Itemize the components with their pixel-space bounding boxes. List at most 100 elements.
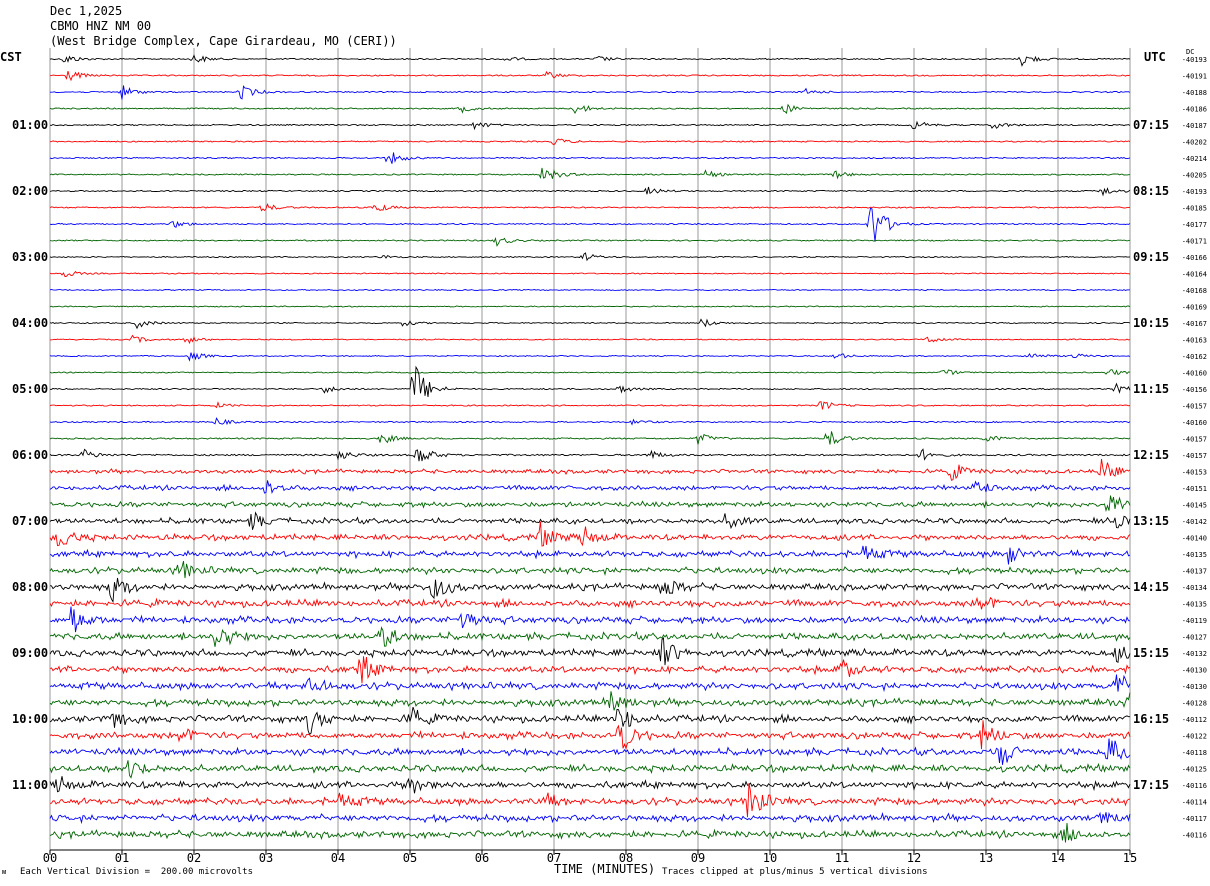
dc-offset-3: -40186 — [1182, 106, 1207, 114]
trace-row-1 — [49, 70, 1131, 82]
trace-row-44 — [49, 776, 1131, 794]
left-time-labels: 01:00 02:00 03:00 04:00 05:00 06:00 07:00 08:00… — [12, 118, 48, 792]
dc-offset-2: -40188 — [1182, 89, 1207, 97]
trace-row-34 — [49, 606, 1131, 633]
x-tick-label-9: 09 — [691, 851, 705, 865]
trace-row-19 — [49, 369, 1131, 376]
trace-row-9 — [49, 202, 1131, 212]
dc-offset-7: -40205 — [1182, 172, 1207, 180]
dc-offset-22: -40160 — [1182, 419, 1207, 427]
trace-row-47 — [49, 822, 1131, 843]
right-time-label-2: 09:15 — [1133, 250, 1169, 264]
dc-offset-23: -40157 — [1182, 436, 1207, 444]
dc-offset-32: -40134 — [1182, 584, 1207, 592]
dc-offset-39: -40128 — [1182, 700, 1207, 708]
trace-row-43 — [49, 760, 1131, 779]
left-time-label-8: 09:00 — [12, 646, 48, 660]
x-tick-label-6: 06 — [475, 851, 489, 865]
scale-note: Each Vertical Division = 200.00 microvol… — [20, 867, 253, 877]
dc-offset-13: -40164 — [1182, 271, 1207, 279]
dc-offset-10: -40177 — [1182, 221, 1207, 229]
trace-row-5 — [49, 138, 1131, 146]
dc-offset-labels: -40193 -40191 -40188 -40186 -40187 -40202 -402… — [1182, 56, 1207, 840]
right-time-label-10: 17:15 — [1133, 778, 1169, 792]
trace-row-21 — [49, 401, 1131, 410]
right-time-label-0: 07:15 — [1133, 118, 1169, 132]
dc-offset-0: -40193 — [1182, 56, 1207, 64]
dc-offset-12: -40166 — [1182, 254, 1207, 262]
trace-row-38 — [49, 674, 1131, 693]
dc-offset-1: -40191 — [1182, 73, 1207, 81]
header-station: CBMO HNZ NM 00 — [50, 19, 152, 33]
trace-row-4 — [49, 120, 1131, 131]
dc-offset-18: -40162 — [1182, 353, 1207, 361]
dc-offset-21: -40157 — [1182, 403, 1207, 411]
x-axis-ticks: 00 01 02 03 04 05 06 07 08 09 10 11 12 13 14 15 — [43, 850, 1137, 865]
dc-offset-34: -40119 — [1182, 617, 1207, 625]
left-time-label-0: 01:00 — [12, 118, 48, 132]
dc-offset-44: -40116 — [1182, 782, 1207, 790]
trace-row-17 — [49, 334, 1131, 345]
trace-row-7 — [49, 167, 1130, 180]
trace-row-32 — [49, 577, 1130, 604]
left-time-label-4: 05:00 — [12, 382, 48, 396]
x-tick-label-2: 02 — [187, 851, 201, 865]
x-tick-label-15: 15 — [1123, 851, 1137, 865]
dc-header-label: DC — [1186, 48, 1195, 56]
trace-row-26 — [49, 480, 1131, 494]
x-tick-label-14: 14 — [1051, 851, 1065, 865]
dc-offset-16: -40167 — [1182, 320, 1207, 328]
trace-row-28 — [49, 511, 1131, 530]
trace-row-42 — [49, 738, 1131, 765]
vertical-gridlines — [49, 48, 1131, 851]
dc-offset-17: -40163 — [1182, 337, 1207, 345]
dc-offset-38: -40130 — [1182, 683, 1207, 691]
right-time-label-1: 08:15 — [1133, 184, 1169, 198]
dc-offset-40: -40112 — [1182, 716, 1207, 724]
trace-row-46 — [49, 811, 1131, 825]
trace-rows — [49, 54, 1131, 843]
right-time-label-7: 14:15 — [1133, 580, 1169, 594]
trace-row-35 — [49, 626, 1131, 647]
dc-offset-31: -40137 — [1182, 568, 1207, 576]
dc-offset-26: -40151 — [1182, 485, 1207, 493]
dc-offset-37: -40130 — [1182, 667, 1207, 675]
x-tick-label-1: 01 — [115, 851, 129, 865]
dc-offset-29: -40140 — [1182, 535, 1207, 543]
dc-offset-33: -40135 — [1182, 601, 1207, 609]
trace-row-31 — [49, 560, 1131, 579]
dc-offset-8: -40193 — [1182, 188, 1207, 196]
left-time-label-5: 06:00 — [12, 448, 48, 462]
trace-row-41 — [49, 720, 1131, 751]
x-tick-label-8: 08 — [619, 851, 633, 865]
x-axis-title: TIME (MINUTES) — [554, 862, 656, 876]
dc-offset-35: -40127 — [1182, 634, 1207, 642]
dc-offset-46: -40117 — [1182, 815, 1207, 823]
clip-note: Traces clipped at plus/minus 5 vertical … — [662, 867, 928, 877]
trace-row-22 — [49, 417, 1131, 426]
trace-row-2 — [50, 85, 1131, 100]
x-tick-label-13: 13 — [979, 851, 993, 865]
dc-offset-47: -40116 — [1182, 832, 1207, 840]
trace-row-16 — [49, 318, 1131, 330]
trace-row-39 — [49, 691, 1131, 711]
trace-row-13 — [49, 270, 1131, 278]
x-tick-label-3: 03 — [259, 851, 273, 865]
trace-row-20 — [49, 365, 1131, 397]
x-tick-label-5: 05 — [403, 851, 417, 865]
x-tick-label-0: 00 — [43, 851, 57, 865]
left-time-label-1: 02:00 — [12, 184, 48, 198]
left-time-label-10: 11:00 — [12, 778, 48, 792]
trace-row-15 — [49, 305, 1131, 308]
trace-row-0 — [49, 54, 1131, 67]
dc-offset-25: -40153 — [1182, 469, 1207, 477]
trace-row-3 — [49, 103, 1131, 115]
left-time-label-2: 03:00 — [12, 250, 48, 264]
trace-row-10 — [49, 207, 1131, 242]
left-time-label-6: 07:00 — [12, 514, 48, 528]
trace-row-25 — [49, 459, 1131, 481]
dc-offset-19: -40160 — [1182, 370, 1207, 378]
trace-row-33 — [49, 596, 1131, 610]
x-tick-label-7: 07 — [547, 851, 561, 865]
